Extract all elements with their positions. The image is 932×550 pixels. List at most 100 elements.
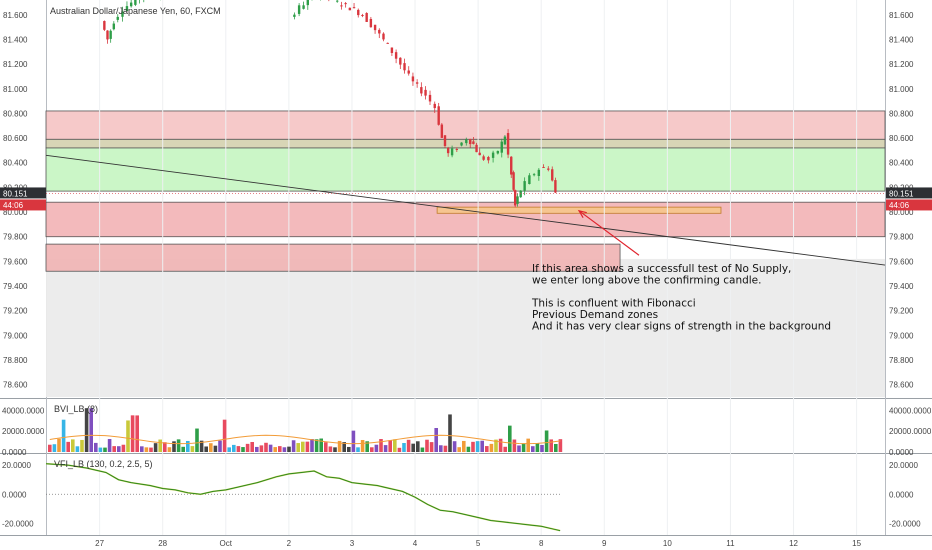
candle-body — [519, 190, 522, 198]
bvi-bar — [89, 408, 93, 452]
x-tick-3: 2 — [287, 539, 292, 548]
bvi-tick-right: 20000.0000 — [889, 427, 932, 436]
zone-demand-2 — [45, 147, 886, 192]
candle-body — [503, 136, 507, 145]
zone-supply-5 — [45, 243, 621, 272]
bvi-bar — [259, 445, 264, 452]
candle-body — [537, 169, 541, 176]
candle-body — [420, 87, 423, 94]
price-tick-left: 78.600 — [3, 381, 28, 390]
bvi-tick-right: 40000.0000 — [889, 406, 932, 415]
annotation-line: And it has very clear signs of strength … — [532, 321, 831, 333]
candle-body — [344, 3, 347, 5]
bvi-bar — [278, 446, 282, 452]
candle-body — [469, 139, 472, 145]
x-tick-7: 8 — [539, 539, 544, 548]
bvi-bar — [319, 438, 323, 452]
bvi-bar — [475, 441, 480, 452]
candle-body — [512, 172, 515, 190]
bvi-bar — [310, 439, 314, 452]
bvi-bar — [135, 415, 139, 452]
candle-body — [551, 169, 554, 181]
bvi-bar — [383, 445, 388, 452]
bvi-bar — [80, 439, 84, 452]
bvi-bar — [209, 443, 213, 452]
vfi-indicator-label: VFI_LB (130, 0.2, 2.5, 5) — [54, 459, 153, 469]
bvi-bar — [356, 447, 360, 452]
price-tick-right: 79.600 — [889, 257, 914, 266]
x-tick-6: 5 — [476, 539, 481, 548]
price-tick-right: 80.000 — [889, 208, 914, 217]
candle-body — [121, 11, 124, 17]
price-tick-right: 78.600 — [889, 381, 914, 390]
bvi-bar — [112, 446, 116, 452]
countdown-text-right: 44:06 — [889, 201, 910, 210]
bvi-bar — [204, 446, 208, 452]
candle-body — [542, 166, 545, 168]
bvi-bar — [296, 443, 300, 452]
bvi-bar — [222, 419, 227, 452]
vfi-tick-left: 20.0000 — [2, 461, 31, 470]
countdown-tag-right — [886, 199, 932, 211]
bvi-bar — [84, 408, 89, 452]
bvi-tick-left: 20000.0000 — [2, 427, 45, 436]
bvi-bar — [494, 439, 498, 452]
price-tick-right: 80.600 — [889, 134, 914, 143]
bvi-bar — [163, 442, 167, 452]
x-tick-10: 11 — [726, 539, 735, 548]
price-tick-left: 78.800 — [3, 356, 28, 365]
bvi-bar — [103, 447, 107, 452]
x-tick-4: 3 — [350, 539, 355, 548]
x-tick-11: 12 — [789, 539, 798, 548]
candle-body — [378, 29, 381, 34]
bvi-bar — [512, 439, 517, 452]
candle-body — [373, 24, 377, 31]
bvi-bar — [149, 447, 153, 452]
price-tick-right: 79.000 — [889, 331, 914, 340]
candle-body — [450, 148, 454, 156]
bvi-tick-right: 0.0000 — [889, 448, 914, 457]
bvi-bar — [393, 439, 397, 452]
candle-body — [352, 7, 356, 9]
bvi-bar — [406, 439, 411, 452]
bvi-bar — [425, 439, 429, 452]
candle-body — [510, 156, 513, 175]
candle-body — [357, 9, 360, 16]
price-tick-left: 79.800 — [3, 233, 28, 242]
bvi-bar — [61, 419, 66, 452]
countdown-text-left: 44:06 — [3, 201, 24, 210]
bvi-bar — [186, 440, 190, 452]
candle-body — [440, 124, 444, 138]
bvi-bar — [489, 443, 494, 452]
candle-body — [112, 23, 116, 30]
bvi-bar — [328, 446, 333, 452]
bvi-bar — [140, 446, 144, 452]
bvi-bar — [457, 447, 461, 452]
bvi-bar — [397, 447, 402, 452]
candle-body — [478, 152, 481, 156]
candle-body — [302, 5, 305, 9]
bvi-bar — [71, 439, 75, 452]
vfi-signal-line — [45, 462, 561, 532]
bvi-bar — [117, 446, 121, 452]
price-tag-text-right: 80.151 — [889, 189, 914, 198]
candle-body — [394, 52, 398, 59]
bvi-bar — [48, 444, 52, 452]
bvi-bar — [57, 438, 61, 452]
candle-body — [116, 16, 119, 20]
price-tick-left: 81.200 — [3, 60, 28, 69]
bvi-bar — [236, 446, 241, 452]
annotation-line: Previous Demand zones — [532, 309, 658, 321]
bvi-bar — [508, 425, 512, 452]
bvi-bar — [471, 441, 475, 452]
vfi-tick-right: 0.0000 — [889, 490, 914, 499]
candle-body — [482, 156, 485, 160]
candle-body — [129, 2, 133, 7]
candle-body — [496, 150, 500, 154]
zone-grey-4 — [46, 258, 885, 397]
candle-body — [487, 156, 490, 161]
bvi-bar — [434, 428, 438, 452]
bvi-bar — [130, 415, 135, 452]
bvi-bar — [305, 441, 310, 452]
